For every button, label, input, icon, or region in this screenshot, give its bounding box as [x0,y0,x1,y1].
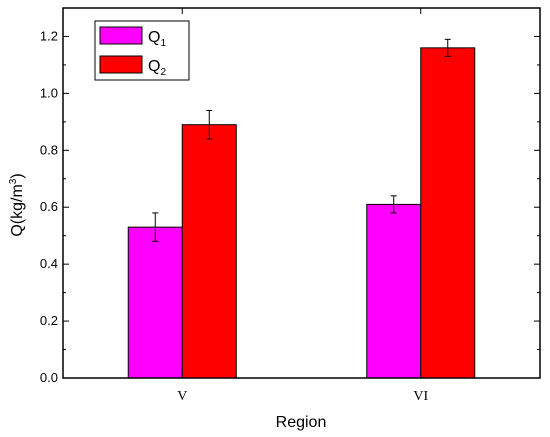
legend: Q1 Q2 [94,20,190,81]
legend-label-q1: Q1 [148,29,166,49]
x-tick-label: V [177,389,187,404]
legend-label-q2: Q2 [148,58,166,78]
bar-q1-vi [366,203,422,379]
y-tick-label: 1.0 [40,85,58,100]
y-axis-label: Q(kg/m3) [8,173,26,236]
legend-swatch-q2 [99,55,143,74]
y-tick-label: 0.8 [40,142,58,157]
y-tick-label: 0.6 [40,199,58,214]
bar-q2-v [181,124,237,379]
legend-swatch-q1 [99,26,143,45]
x-axis-label: Region [276,414,327,431]
y-tick-label: 1.2 [40,28,58,43]
bar-q1-v [127,226,183,379]
y-tick-label: 0.2 [40,313,58,328]
x-tick-label: VI [413,389,428,404]
bar-q2-vi [420,47,476,379]
bars-layer [127,47,476,379]
y-tick-label: 0.4 [40,256,58,271]
error-bars-layer [152,38,451,242]
y-tick-label: 0.0 [40,370,58,385]
plot-frame [62,7,541,379]
